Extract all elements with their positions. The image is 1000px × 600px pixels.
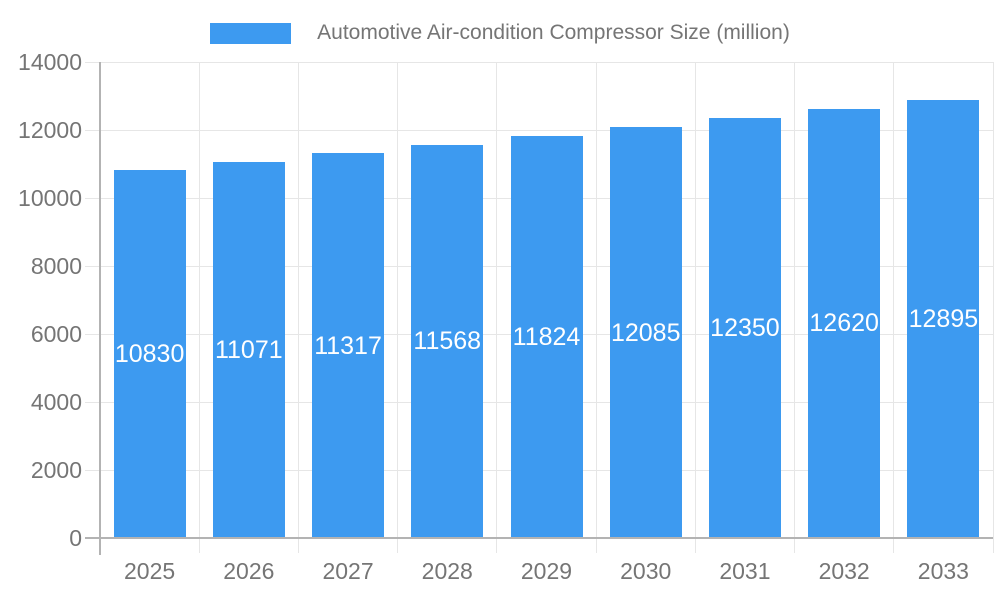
- legend-label: Automotive Air-condition Compressor Size…: [317, 21, 790, 44]
- gridline-vertical: [694, 62, 696, 553]
- gridline-vertical: [595, 62, 597, 553]
- y-tick-label: 10000: [18, 185, 82, 211]
- x-tick-label: 2026: [223, 558, 275, 584]
- x-tick-label: 2031: [719, 558, 771, 584]
- bar-value-label: 12620: [809, 309, 879, 338]
- bar: [708, 118, 781, 538]
- gridline-vertical: [794, 62, 796, 553]
- y-tick-label: 4000: [30, 389, 82, 415]
- gridline-vertical: [198, 62, 200, 553]
- bar: [411, 144, 484, 538]
- plot-area: 10830 11071 11317 11568 11824 12085 12350 12620…: [85, 61, 994, 555]
- x-tick-label: 2025: [124, 558, 176, 584]
- bar-value-label: 11317: [314, 331, 382, 360]
- bar-value-label: 12350: [710, 314, 780, 343]
- y-axis-line: [99, 62, 101, 555]
- y-tick-label: 14000: [18, 49, 82, 75]
- bar: [907, 99, 980, 538]
- gridline-vertical: [397, 62, 399, 553]
- y-tick-label: 6000: [30, 321, 82, 347]
- y-tick-label: 8000: [30, 253, 82, 279]
- bar-value-label: 11824: [512, 322, 581, 351]
- y-tick-label: 0: [69, 525, 82, 551]
- gridline-vertical: [893, 62, 895, 553]
- x-tick-label: 2030: [620, 558, 672, 584]
- x-tick-label: 2029: [520, 558, 573, 584]
- bar-value-label: 11071: [214, 335, 283, 364]
- gridline-vertical: [496, 62, 498, 553]
- bar: [113, 169, 186, 538]
- legend: Automotive Air-condition Compressor Size…: [0, 16, 1000, 50]
- gridline-vertical: [992, 62, 994, 553]
- x-axis-line: [85, 537, 993, 539]
- gridline-vertical: [297, 62, 299, 553]
- bar-value-label: 10830: [114, 339, 185, 368]
- x-tick-label: 2033: [917, 558, 969, 584]
- gridline-horizontal: [85, 129, 993, 131]
- y-tick-label: 2000: [30, 457, 82, 483]
- bar-value-label: 12085: [610, 318, 681, 347]
- x-tick-label: 2027: [322, 558, 374, 584]
- x-tick-label: 2028: [421, 558, 473, 584]
- legend-swatch: [210, 22, 292, 44]
- bar: [212, 161, 285, 538]
- bar-value-label: 12895: [908, 304, 979, 333]
- bar-value-label: 11568: [413, 327, 482, 356]
- bar: [510, 135, 583, 538]
- x-tick-label: 2032: [818, 558, 870, 584]
- bar: [808, 108, 881, 538]
- y-tick-label: 12000: [18, 117, 82, 143]
- bar: [312, 153, 385, 538]
- bar: [609, 127, 682, 538]
- gridline-horizontal: [85, 61, 993, 63]
